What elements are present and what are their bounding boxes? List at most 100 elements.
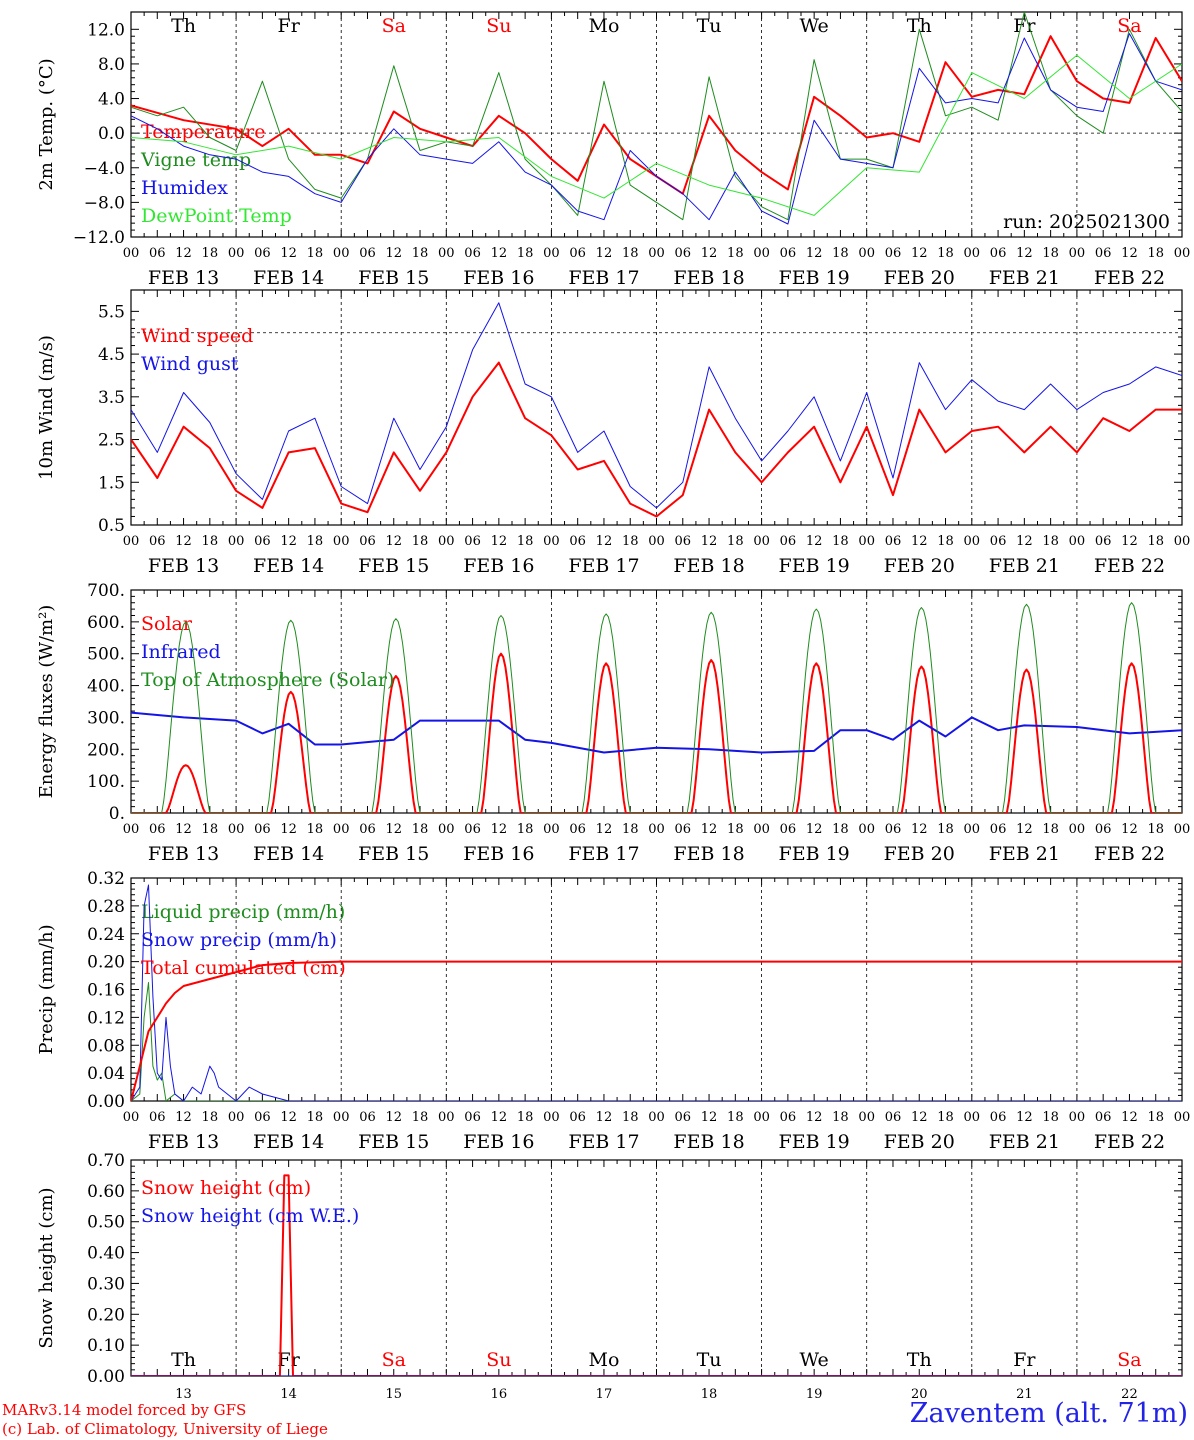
x-day-number: 18 (701, 1387, 718, 1400)
y-tick-label: 0.20 (87, 953, 125, 973)
x-hour-label: 06 (990, 246, 1007, 261)
x-hour-label: 06 (780, 534, 797, 549)
x-hour-label: 00 (543, 1110, 560, 1125)
y-tick-label: −8.0 (84, 193, 125, 213)
x-hour-label: 00 (228, 822, 245, 837)
series-line (131, 54, 1182, 216)
x-hour-label: 06 (780, 822, 797, 837)
x-date-label: FEB 20 (884, 843, 955, 865)
y-tick-label: 0.5 (98, 516, 125, 536)
x-hour-label: 06 (254, 1110, 271, 1125)
x-hour-label: 06 (569, 1110, 586, 1125)
x-hour-label: 00 (858, 1110, 875, 1125)
day-name-label: Fr (1013, 15, 1036, 37)
y-tick-label: 5.5 (98, 302, 125, 322)
x-hour-label: 00 (123, 822, 140, 837)
x-hour-label: 18 (622, 246, 639, 261)
x-hour-label: 18 (202, 822, 219, 837)
x-hour-label: 18 (1147, 534, 1164, 549)
x-hour-label: 18 (1042, 822, 1059, 837)
x-hour-label: 12 (280, 534, 297, 549)
x-date-label: FEB 17 (568, 1131, 639, 1153)
x-hour-label: 06 (569, 822, 586, 837)
x-hour-label: 06 (464, 1110, 481, 1125)
x-hour-label: 12 (175, 534, 192, 549)
y-tick-label: 1.5 (98, 473, 125, 493)
x-hour-label: 12 (596, 534, 613, 549)
x-day-number: 21 (1016, 1387, 1033, 1400)
x-day-number: 16 (491, 1387, 508, 1400)
x-hour-label: 12 (280, 1110, 297, 1125)
x-hour-label: 06 (1095, 822, 1112, 837)
x-hour-label: 12 (1016, 822, 1033, 837)
y-axis-label: 2m Temp. (°C) (36, 58, 57, 190)
day-name-label: Tu (697, 1349, 722, 1371)
x-hour-label: 18 (202, 1110, 219, 1125)
x-hour-label: 18 (517, 246, 534, 261)
x-hour-label: 06 (1095, 246, 1112, 261)
y-tick-label: 0.08 (87, 1036, 125, 1056)
day-name-label: Mo (588, 15, 619, 37)
x-day-number: 20 (911, 1387, 928, 1400)
x-hour-label: 12 (701, 246, 718, 261)
series-line (131, 652, 1182, 813)
x-hour-label: 12 (806, 822, 823, 837)
x-hour-label: 00 (228, 1110, 245, 1125)
x-hour-label: 18 (937, 822, 954, 837)
x-hour-label: 00 (228, 534, 245, 549)
meteogram-chart: 12.0 8.0 4.0 0.0 −4.0 −8.0 −12.0 2m Temp. (°C) 0… (36, 11, 1190, 1400)
x-date-label: FEB 18 (673, 1131, 744, 1153)
x-hour-label: 12 (1121, 822, 1138, 837)
x-date-label: FEB 15 (358, 843, 429, 865)
x-hour-label: 06 (990, 1110, 1007, 1125)
x-hour-label: 00 (438, 822, 455, 837)
x-hour-label: 00 (543, 534, 560, 549)
day-name-label: Sa (1117, 15, 1141, 37)
day-name-label: Sa (382, 15, 406, 37)
x-hour-label: 06 (254, 822, 271, 837)
x-hour-label: 00 (438, 246, 455, 261)
day-name-label: We (800, 15, 829, 37)
y-tick-label: 0.10 (87, 1336, 125, 1356)
x-hour-label: 12 (596, 1110, 613, 1125)
x-hour-label: 12 (1121, 1110, 1138, 1125)
x-hour-label: 12 (385, 1110, 402, 1125)
x-hour-label: 06 (464, 246, 481, 261)
day-name-label: We (800, 1349, 829, 1371)
x-hour-label: 06 (464, 534, 481, 549)
x-hour-label: 18 (517, 1110, 534, 1125)
x-hour-label: 00 (753, 1110, 770, 1125)
y-tick-label: 200. (87, 740, 125, 760)
x-date-label: FEB 17 (568, 555, 639, 577)
x-hour-label: 06 (675, 822, 692, 837)
x-hour-label: 06 (254, 534, 271, 549)
legend-entry: Snow precip (mm/h) (141, 929, 337, 951)
legend-entry: Liquid precip (mm/h) (141, 901, 345, 923)
series-line (131, 1174, 1182, 1376)
day-name-label: Th (907, 1349, 932, 1371)
y-tick-label: 100. (87, 772, 125, 792)
series-line (131, 12, 1182, 221)
x-hour-label: 18 (622, 822, 639, 837)
day-name-label: Fr (1013, 1349, 1036, 1371)
series-line (131, 960, 1182, 1101)
y-tick-label: 0.30 (87, 1274, 125, 1294)
x-hour-label: 18 (412, 822, 429, 837)
x-hour-label: 00 (753, 246, 770, 261)
x-hour-label: 00 (1069, 246, 1086, 261)
x-hour-label: 12 (491, 1110, 508, 1125)
x-hour-label: 06 (149, 534, 166, 549)
day-name-label: Mo (588, 1349, 619, 1371)
x-hour-label: 12 (280, 246, 297, 261)
x-date-label: FEB 19 (779, 843, 850, 865)
x-hour-label: 18 (622, 534, 639, 549)
y-tick-label: 400. (87, 677, 125, 697)
x-hour-label: 18 (412, 246, 429, 261)
day-name-label: Th (907, 15, 932, 37)
x-hour-label: 12 (385, 534, 402, 549)
x-hour-label: 00 (333, 1110, 350, 1125)
x-hour-label: 06 (254, 246, 271, 261)
y-tick-label: 0.20 (87, 1305, 125, 1325)
y-tick-label: 8.0 (98, 55, 125, 75)
x-hour-label: 18 (1147, 1110, 1164, 1125)
